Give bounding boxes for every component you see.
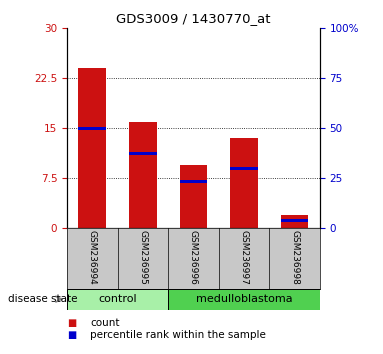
Text: GSM236996: GSM236996 bbox=[189, 230, 198, 285]
Text: control: control bbox=[98, 294, 137, 304]
Bar bbox=[230, 138, 258, 228]
Bar bbox=[79, 68, 106, 228]
Bar bbox=[230, 167, 258, 170]
Bar bbox=[79, 127, 106, 130]
Bar bbox=[129, 122, 157, 228]
Bar bbox=[129, 152, 157, 155]
Text: GSM236994: GSM236994 bbox=[88, 230, 97, 285]
Text: count: count bbox=[90, 318, 119, 328]
Bar bbox=[180, 165, 207, 228]
Bar bbox=[281, 215, 308, 228]
Text: medulloblastoma: medulloblastoma bbox=[196, 294, 292, 304]
Text: ■: ■ bbox=[67, 318, 76, 328]
Text: GSM236995: GSM236995 bbox=[138, 230, 147, 285]
Text: GSM236997: GSM236997 bbox=[239, 230, 249, 285]
Text: GDS3009 / 1430770_at: GDS3009 / 1430770_at bbox=[116, 12, 271, 25]
Text: percentile rank within the sample: percentile rank within the sample bbox=[90, 330, 266, 339]
Text: GSM236998: GSM236998 bbox=[290, 230, 299, 285]
Text: ■: ■ bbox=[67, 330, 76, 339]
Bar bbox=[281, 219, 308, 222]
Text: disease state: disease state bbox=[8, 294, 77, 304]
Bar bbox=[180, 180, 207, 183]
Bar bbox=[67, 289, 168, 310]
Bar bbox=[168, 289, 320, 310]
